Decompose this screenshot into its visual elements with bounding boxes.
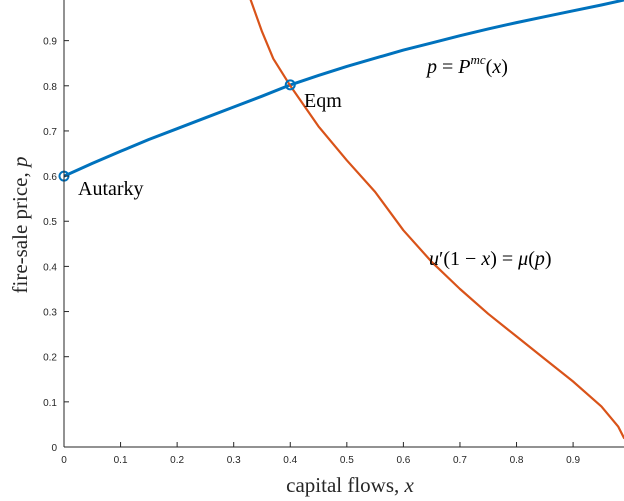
series-line-2 (249, 0, 624, 440)
y-tick-label: 0.8 (43, 82, 57, 93)
y-axis-label: fire-sale price, p (8, 156, 32, 293)
x-tick-label: 0.9 (566, 455, 580, 466)
x-tick-label: 0.6 (396, 455, 410, 466)
plot-area: 0 0.1 0.2 0.3 0.4 0.5 0.6 0.7 0.8 0.9 00.10.20.30… (43, 0, 624, 466)
x-axis-label: capital flows, x (286, 473, 414, 497)
y-axis-ticks: 0 0.1 0.2 0.3 0.4 0.5 0.6 0.7 0.8 0.9 (43, 37, 69, 454)
x-axis-ticks: 0 0.1 0.2 0.3 0.4 0.5 0.6 0.7 0.8 0.9 (61, 442, 580, 466)
y-tick-label: 0 (51, 443, 57, 454)
y-tick-label: 0.3 (43, 308, 57, 319)
annotation-blue-curve-equation: p = Pmc(x) (425, 52, 508, 78)
y-tick-label: 0.1 (43, 398, 57, 409)
x-tick-label: 0.1 (114, 455, 128, 466)
x-tick-label: 0.8 (510, 455, 524, 466)
x-tick-label: 0.4 (283, 455, 297, 466)
y-tick-label: 0.7 (43, 127, 57, 138)
x-tick-label: 0.3 (227, 455, 241, 466)
annotation-eqm: Eqm (304, 90, 342, 112)
x-tick-label: 0.5 (340, 455, 354, 466)
y-tick-label: 0.6 (43, 172, 57, 183)
equilibrium-marker (284, 79, 296, 91)
series-line-1 (64, 0, 624, 178)
y-tick-label: 0.2 (43, 353, 57, 364)
y-tick-label: 0.5 (43, 217, 57, 228)
y-tick-label: 0.9 (43, 37, 57, 48)
series-layer (64, 0, 624, 440)
annotation-autarky: Autarky (78, 178, 144, 200)
x-tick-label: 0.2 (170, 455, 184, 466)
annotation-red-curve-equation: u′(1 − x) = μ(p) (429, 248, 552, 270)
x-tick-label: 0.7 (453, 455, 467, 466)
y-tick-label: 0.4 (43, 262, 57, 273)
markers-layer (58, 79, 296, 182)
x-tick-label: 0 (61, 455, 67, 466)
